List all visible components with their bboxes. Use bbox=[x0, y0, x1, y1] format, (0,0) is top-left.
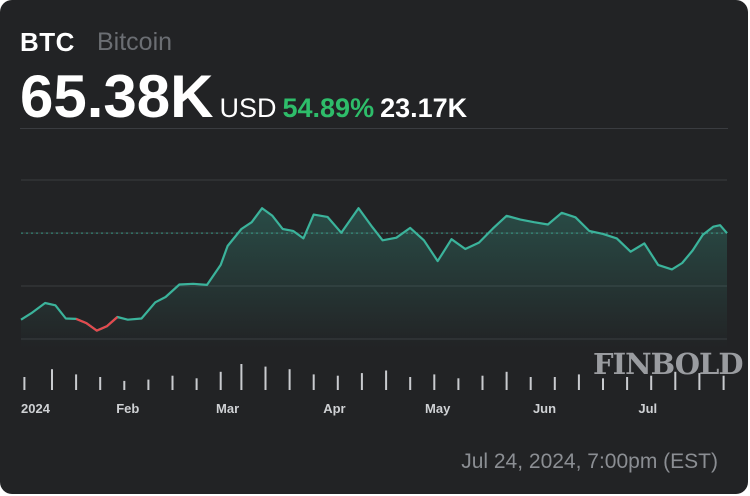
volume-bar bbox=[147, 379, 150, 390]
volume-bar bbox=[240, 364, 243, 390]
volume-bar bbox=[99, 377, 102, 390]
volume-bar bbox=[288, 369, 291, 390]
volume-bar bbox=[336, 375, 339, 390]
volume-bar bbox=[123, 380, 126, 390]
volume-bar bbox=[51, 369, 53, 390]
volume-bar bbox=[409, 377, 412, 390]
x-tick-label: Jul bbox=[638, 401, 657, 416]
volume-bar bbox=[577, 374, 580, 390]
asset-name: Bitcoin bbox=[97, 28, 173, 56]
volume-bar bbox=[219, 371, 222, 390]
percent-change: 54.89% bbox=[282, 93, 375, 123]
volume-bar bbox=[481, 375, 484, 390]
currency-label: USD bbox=[219, 93, 277, 123]
volume-bar bbox=[433, 374, 436, 390]
x-axis-ticks: 2024 Feb Mar Apr May Jun Jul bbox=[21, 401, 657, 416]
volume-bar bbox=[195, 378, 198, 390]
volume-bar bbox=[312, 374, 315, 390]
ticker-symbol: BTC bbox=[20, 27, 75, 57]
price-area bbox=[21, 208, 727, 348]
x-tick-label: Mar bbox=[216, 401, 239, 416]
volume-bar bbox=[626, 377, 629, 390]
volume-bar bbox=[75, 374, 78, 390]
volume-bar bbox=[722, 375, 725, 390]
header-divider bbox=[20, 128, 728, 129]
x-tick-label: Feb bbox=[116, 401, 139, 416]
volume-bars bbox=[23, 364, 725, 390]
volume-bar bbox=[264, 366, 267, 390]
price-lines bbox=[20, 207, 728, 332]
price-line bbox=[20, 207, 728, 332]
price-area-fill bbox=[21, 208, 727, 348]
volume-bar bbox=[171, 375, 174, 390]
volume-bar bbox=[385, 370, 388, 390]
volume-bar bbox=[698, 373, 701, 390]
volume-bar bbox=[602, 378, 604, 390]
volume-bar bbox=[360, 373, 363, 390]
x-tick-label: 2024 bbox=[21, 401, 51, 416]
price-row: 65.38K USD 54.89% 23.17K bbox=[20, 62, 467, 131]
finbold-watermark: FINBOLD bbox=[593, 347, 744, 381]
volume-bar bbox=[23, 377, 26, 390]
volume-bar bbox=[553, 377, 556, 390]
timestamp: Jul 24, 2024, 7:00pm (EST) bbox=[461, 450, 718, 473]
volume-bar bbox=[650, 375, 653, 390]
volume-bar bbox=[529, 377, 532, 390]
volume-bar bbox=[674, 371, 677, 390]
x-tick-label: Apr bbox=[323, 401, 345, 416]
x-tick-label: May bbox=[425, 401, 451, 416]
price-line-down-segment bbox=[75, 316, 119, 332]
volume-bar bbox=[457, 378, 460, 390]
current-price: 65.38K bbox=[20, 63, 214, 130]
volume-bar bbox=[505, 371, 508, 390]
x-tick-label: Jun bbox=[533, 401, 556, 416]
volume-value: 23.17K bbox=[380, 93, 468, 123]
